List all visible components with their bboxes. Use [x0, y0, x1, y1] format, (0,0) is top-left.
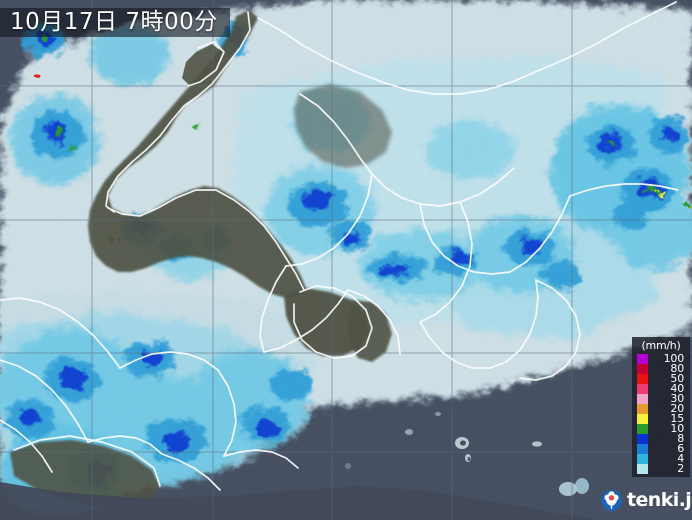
legend-unit-label: (mm/h) [641, 339, 681, 352]
prefecture-borders [0, 1, 679, 491]
tenki-jp-wordmark: tenki.jp [627, 489, 692, 511]
legend-row: 20 [637, 402, 690, 415]
timestamp-banner: 10月17日 7時00分 [0, 8, 230, 37]
legend-color-swatch [637, 454, 648, 464]
flower-logo-icon [601, 490, 622, 511]
legend-value-label: 100 [663, 352, 685, 365]
legend-row: 15 [637, 412, 690, 425]
legend-value-label: 80 [670, 362, 684, 375]
legend-color-swatch [637, 404, 648, 414]
legend-value-label: 15 [670, 412, 684, 425]
legend-value-label: 10 [670, 422, 684, 435]
legend-color-swatch [637, 444, 648, 454]
legend-color-swatch [637, 424, 648, 434]
timestamp-label: 10月17日 7時00分 [10, 9, 218, 35]
legend-color-swatch [637, 394, 648, 404]
legend-value-label: 40 [670, 382, 684, 395]
legend-color-swatch [637, 354, 648, 364]
legend-row: 50 [637, 372, 690, 385]
legend-color-swatch [637, 384, 648, 394]
legend-row: 2 [637, 462, 690, 475]
tenki-jp-logo[interactable]: tenki.jp [601, 490, 692, 511]
legend-row: 40 [637, 382, 690, 395]
legend-row: 6 [637, 442, 690, 455]
legend-row: 4 [637, 452, 690, 465]
legend-value-label: 30 [670, 392, 684, 405]
legend-row: 10 [637, 422, 690, 435]
legend-value-label: 20 [670, 402, 684, 415]
land-layer [0, 10, 600, 520]
legend-value-label: 4 [677, 452, 684, 465]
legend-row: 100 [637, 352, 690, 365]
legend-row: 30 [637, 392, 690, 405]
legend-color-swatch [637, 414, 648, 424]
legend-value-label: 50 [670, 372, 684, 385]
legend-row: 8 [637, 432, 690, 445]
legend-color-swatch [637, 464, 648, 474]
legend-scale-list: 100 80 50 40 30 20 15 10 8 6 4 2 [632, 352, 690, 475]
legend-value-label: 2 [677, 462, 684, 475]
legend-row: 80 [637, 362, 690, 375]
legend-color-swatch [637, 374, 648, 384]
precipitation-legend: (mm/h) 100 80 50 40 30 20 15 10 8 6 4 2 [632, 337, 690, 477]
legend-value-label: 6 [677, 442, 684, 455]
legend-color-swatch [637, 434, 648, 444]
legend-color-swatch [637, 364, 648, 374]
legend-value-label: 8 [677, 432, 684, 445]
